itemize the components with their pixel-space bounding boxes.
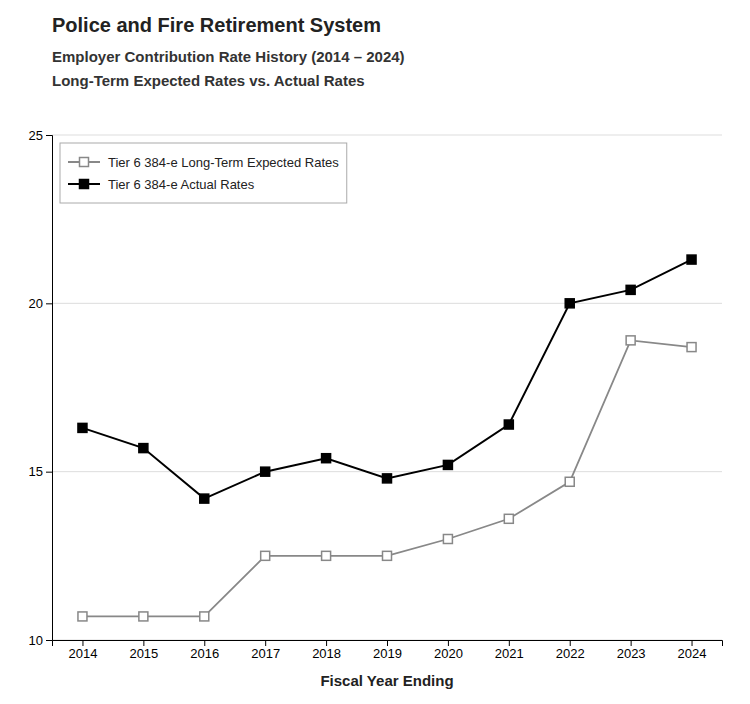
- x-tick: 2019: [373, 640, 402, 661]
- y-tick: 10: [29, 633, 52, 648]
- x-tick-label: 2021: [495, 646, 524, 661]
- x-tick: 2020: [434, 640, 463, 661]
- series-marker: [504, 420, 513, 429]
- series-marker: [383, 551, 392, 560]
- y-tick-label: 15: [29, 464, 43, 479]
- series-marker: [565, 477, 574, 486]
- x-tick-mark: [570, 640, 571, 646]
- x-tick-mark: [82, 640, 83, 646]
- plot-area: 2014201520162017201820192020202120222023…: [29, 128, 723, 689]
- legend-swatch-marker: [80, 158, 89, 167]
- series-marker: [383, 474, 392, 483]
- x-tick-label: 2015: [129, 646, 158, 661]
- x-tick-label: 2023: [617, 646, 646, 661]
- x-tick-mark: [143, 640, 144, 646]
- x-tick: 2022: [556, 640, 585, 661]
- x-tick: 2015: [129, 640, 158, 661]
- x-tick-label: 2018: [312, 646, 341, 661]
- series-marker: [78, 612, 87, 621]
- legend-box: [60, 143, 347, 203]
- x-tick-mark: [448, 640, 449, 646]
- chart-svg: Police and Fire Retirement System Employe…: [0, 0, 750, 704]
- grid-line: [52, 135, 722, 136]
- series-marker: [626, 336, 635, 345]
- x-tick: 2021: [495, 640, 524, 661]
- y-tick-label: 10: [29, 633, 43, 648]
- y-tick-mark: [46, 303, 52, 304]
- y-tick: 15: [29, 464, 52, 479]
- series-marker: [504, 514, 513, 523]
- chart-title: Police and Fire Retirement System: [52, 14, 381, 36]
- legend: Tier 6 384-e Long-Term Expected Rates Tie…: [60, 143, 347, 203]
- x-tick-label: 2022: [556, 646, 585, 661]
- series-marker: [626, 285, 635, 294]
- x-tick-mark: [509, 640, 510, 646]
- series-marker: [200, 612, 209, 621]
- series-line: [82, 260, 691, 499]
- series: [78, 255, 696, 503]
- series-marker: [261, 467, 270, 476]
- grid-line: [52, 471, 722, 472]
- grid: [52, 135, 722, 640]
- x-axis: 2014 2015 2016 2017 2018 2019 2020 2021 2022 2023…: [53, 640, 723, 661]
- y-axis: 10 15 20 25: [29, 128, 53, 648]
- series-marker: [78, 423, 87, 432]
- marks: [78, 255, 696, 621]
- x-tick-mark: [204, 640, 205, 646]
- x-tick: 2014: [68, 640, 97, 661]
- y-tick-label: 25: [29, 128, 43, 143]
- series-marker: [139, 612, 148, 621]
- series-line: [82, 340, 691, 616]
- x-tick: 2023: [617, 640, 646, 661]
- x-tick: 2017: [251, 640, 280, 661]
- legend-swatch-marker: [80, 180, 89, 189]
- y-axis-line: [46, 136, 53, 641]
- x-tick: 2024: [678, 640, 707, 661]
- series-marker: [565, 299, 574, 308]
- x-tick-mark: [265, 640, 266, 646]
- x-tick-mark: [631, 640, 632, 646]
- y-tick-mark: [46, 135, 52, 136]
- y-tick-mark: [46, 640, 52, 641]
- series-marker: [443, 535, 452, 544]
- series-marker: [322, 551, 331, 560]
- series-marker: [200, 494, 209, 503]
- x-tick-label: 2016: [190, 646, 219, 661]
- x-tick-mark: [326, 640, 327, 646]
- chart-container: Police and Fire Retirement System Employe…: [0, 0, 750, 704]
- x-tick-label: 2019: [373, 646, 402, 661]
- x-tick-label: 2017: [251, 646, 280, 661]
- y-tick-mark: [46, 472, 52, 473]
- series-marker: [443, 460, 452, 469]
- x-tick-label: 2014: [68, 646, 97, 661]
- grid-line: [52, 303, 722, 304]
- x-tick: 2018: [312, 640, 341, 661]
- series-marker: [687, 343, 696, 352]
- chart-subtitle: Employer Contribution Rate History (2014…: [52, 48, 405, 65]
- series-marker: [261, 551, 270, 560]
- y-tick: 25: [29, 128, 52, 143]
- y-tick-label: 20: [29, 296, 43, 311]
- legend-item: Tier 6 384-e Long-Term Expected Rates: [68, 155, 339, 170]
- x-tick-label: 2020: [434, 646, 463, 661]
- x-tick-mark: [692, 640, 693, 646]
- x-tick: 2016: [190, 640, 219, 661]
- x-axis-line: [53, 641, 723, 647]
- x-axis-title: Fiscal Year Ending: [320, 672, 453, 689]
- y-tick: 20: [29, 296, 52, 311]
- legend-item: Tier 6 384-e Actual Rates: [68, 177, 255, 192]
- legend-label: Tier 6 384-e Actual Rates: [108, 177, 255, 192]
- chart-subtitle: Long-Term Expected Rates vs. Actual Rate…: [52, 72, 365, 89]
- series-marker: [139, 444, 148, 453]
- x-tick-mark: [387, 640, 388, 646]
- series: [78, 336, 696, 621]
- series-marker: [322, 454, 331, 463]
- legend-label: Tier 6 384-e Long-Term Expected Rates: [108, 155, 339, 170]
- x-tick-label: 2024: [678, 646, 707, 661]
- series-marker: [687, 255, 696, 264]
